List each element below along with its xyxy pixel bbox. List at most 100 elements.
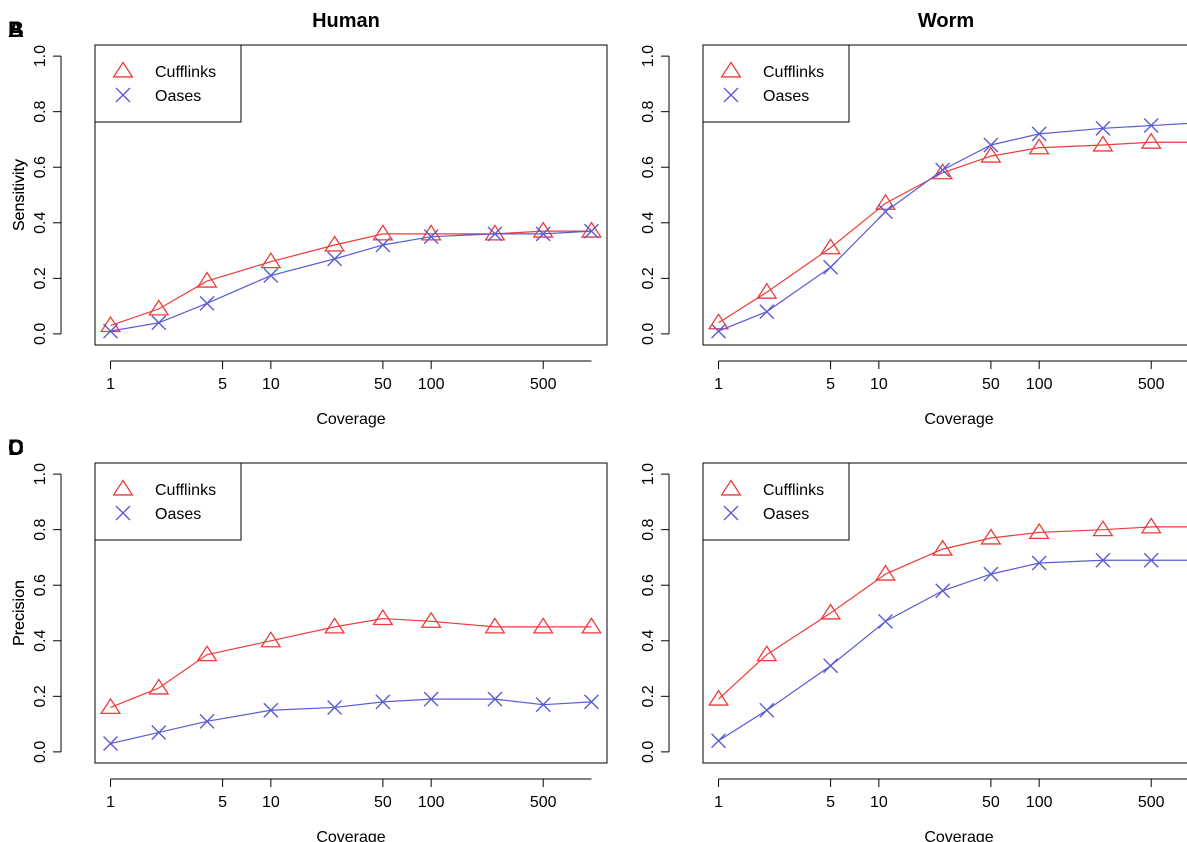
legend-label-oases: Oases	[763, 506, 809, 523]
legend-marker-oases	[115, 505, 131, 521]
data-point-cufflinks	[148, 299, 170, 316]
x-axis-label: Coverage	[924, 829, 993, 842]
x-tick-label: 50	[982, 794, 1000, 811]
x-tick-label: 100	[1026, 794, 1053, 811]
legend-label-cufflinks: Cufflinks	[155, 482, 216, 499]
data-point-cufflinks	[756, 282, 778, 299]
legend: Cufflinks Oases	[702, 462, 850, 541]
y-axis-label: Sensitivity	[11, 159, 28, 231]
y-tick-label: 0.2	[640, 685, 657, 707]
data-point-cufflinks	[874, 564, 897, 581]
series-line-cufflinks	[718, 141, 1187, 324]
y-tick-label: 0.6	[640, 574, 657, 596]
legend-label-oases: Oases	[155, 88, 201, 105]
data-point-oases	[583, 223, 599, 239]
data-point-cufflinks	[372, 608, 394, 626]
data-point-oases	[487, 226, 503, 242]
data-point-oases	[327, 699, 343, 715]
panel-b: B 0.0 0.2 0.4 0.6 0.8 1.0 Sensitivity 1 5 10 50 100 5…	[8, 17, 1187, 428]
data-point-oases	[151, 315, 167, 331]
data-point-oases	[1143, 552, 1159, 568]
data-point-cufflinks	[148, 678, 170, 695]
legend-marker-cufflinks	[720, 479, 742, 496]
data-point-cufflinks	[260, 251, 282, 269]
data-point-oases	[823, 259, 839, 275]
x-tick-label: 10	[870, 376, 888, 393]
data-point-cufflinks	[1092, 519, 1114, 537]
legend-marker-cufflinks	[720, 61, 742, 78]
series-oases	[103, 691, 599, 752]
data-point-cufflinks	[532, 221, 554, 238]
data-point-oases	[759, 304, 775, 320]
y-tick-label: 0.2	[32, 267, 49, 289]
data-point-oases	[583, 694, 599, 710]
data-point-oases	[263, 268, 279, 284]
y-tick-label: 0.2	[640, 267, 657, 289]
legend-label-oases: Oases	[155, 506, 201, 523]
x-tick-label: 5	[826, 376, 835, 393]
data-point-oases	[1143, 118, 1159, 134]
data-point-cufflinks	[820, 238, 842, 255]
data-point-oases	[1031, 555, 1047, 571]
data-point-cufflinks	[99, 697, 122, 715]
data-point-cufflinks	[420, 611, 442, 628]
x-tick-label: 1	[714, 376, 723, 393]
data-point-oases	[877, 204, 893, 220]
y-tick-label: 0.0	[640, 323, 657, 345]
data-point-cufflinks	[820, 603, 842, 620]
x-tick-label: 10	[870, 794, 888, 811]
data-point-oases	[759, 702, 775, 718]
panel-a: A 0.0 0.2 0.4 0.6 0.8 1.0 Sensitivity 1 5 10 50 100 5…	[8, 17, 608, 428]
x-tick-label: 50	[374, 376, 392, 393]
y-tick-label: 1.0	[640, 463, 657, 485]
legend-label-cufflinks: Cufflinks	[763, 64, 824, 81]
y-axis-label: Sensitivity	[11, 159, 28, 231]
y-tick-label: 0.6	[32, 156, 49, 178]
series-oases	[711, 118, 1187, 339]
series-line-cufflinks	[110, 230, 592, 327]
x-tick-label: 1	[106, 376, 115, 393]
data-point-oases	[877, 613, 893, 629]
data-point-oases	[711, 323, 727, 339]
y-tick-label: 1.0	[32, 463, 49, 485]
data-point-cufflinks	[484, 617, 506, 634]
data-point-oases	[199, 295, 215, 311]
legend: Cufflinks Oases	[94, 462, 242, 541]
series-line-cufflinks	[718, 526, 1187, 700]
panel-letter: B	[8, 17, 24, 42]
data-point-cufflinks	[532, 617, 554, 634]
data-point-oases	[983, 566, 999, 582]
data-point-cufflinks	[1028, 138, 1050, 155]
data-point-oases	[535, 697, 551, 713]
y-tick-label: 0.4	[32, 212, 49, 234]
series-cufflinks	[99, 608, 603, 715]
data-point-cufflinks	[1140, 517, 1162, 534]
legend: Cufflinks Oases	[94, 44, 242, 123]
legend: Cufflinks Oases	[702, 44, 850, 123]
data-point-oases	[711, 733, 727, 749]
legend-marker-oases	[723, 87, 739, 103]
data-point-oases	[263, 702, 279, 718]
data-point-cufflinks	[980, 146, 1002, 163]
y-tick-label: 0.0	[32, 741, 49, 763]
series-line-oases	[718, 559, 1187, 742]
y-tick-label: 0.0	[640, 741, 657, 763]
data-point-oases	[375, 237, 391, 253]
legend-marker-cufflinks	[112, 479, 134, 496]
legend-marker-oases	[723, 505, 739, 521]
data-point-oases	[103, 736, 119, 752]
legend-marker-oases	[115, 87, 131, 103]
data-point-cufflinks	[756, 644, 778, 662]
legend-marker-cufflinks	[112, 61, 134, 78]
series-cufflinks	[707, 132, 1187, 330]
x-tick-label: 100	[418, 794, 445, 811]
series-oases	[711, 552, 1187, 749]
legend-box	[94, 44, 242, 123]
panel-letter: A	[8, 17, 24, 42]
y-tick-label: 0.8	[640, 100, 657, 122]
data-point-cufflinks	[324, 617, 346, 634]
legend-label-oases: Oases	[763, 88, 809, 105]
series-line-cufflinks	[110, 617, 592, 709]
